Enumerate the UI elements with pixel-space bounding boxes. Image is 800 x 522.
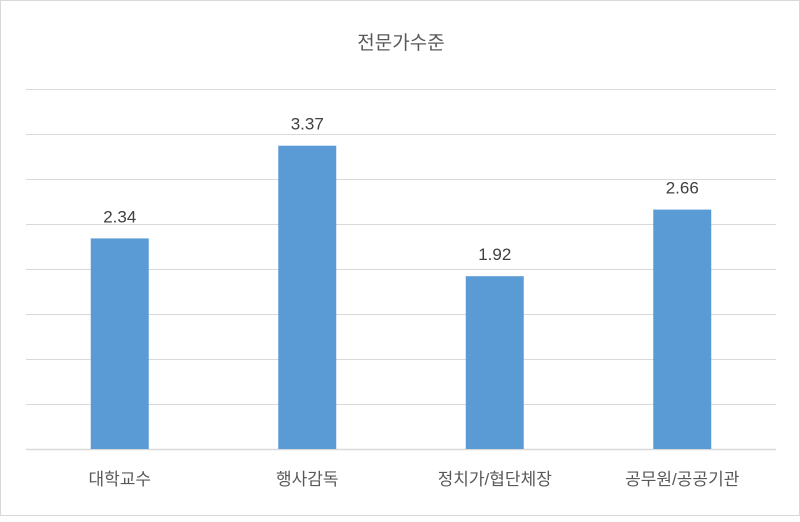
category-label: 공무원/공공기관	[625, 470, 739, 489]
bar	[465, 276, 524, 449]
category-labels: 대학교수 행사감독 정치가/협단체장 공무원/공공기관	[88, 470, 739, 489]
bar	[653, 209, 712, 449]
category-label: 대학교수	[88, 470, 151, 489]
data-label: 2.34	[103, 207, 136, 226]
data-labels: 2.34 3.37 1.92 2.66	[103, 115, 699, 265]
data-label: 1.92	[478, 245, 511, 264]
category-label: 행사감독	[276, 470, 339, 489]
bar	[90, 238, 149, 449]
chart-title: 전문가수준	[357, 32, 444, 54]
data-label: 2.66	[666, 179, 699, 198]
gridlines	[26, 89, 776, 451]
bars	[90, 145, 712, 449]
category-label: 정치가/협단체장	[438, 470, 553, 489]
bar	[278, 145, 337, 449]
data-label: 3.37	[291, 115, 324, 134]
